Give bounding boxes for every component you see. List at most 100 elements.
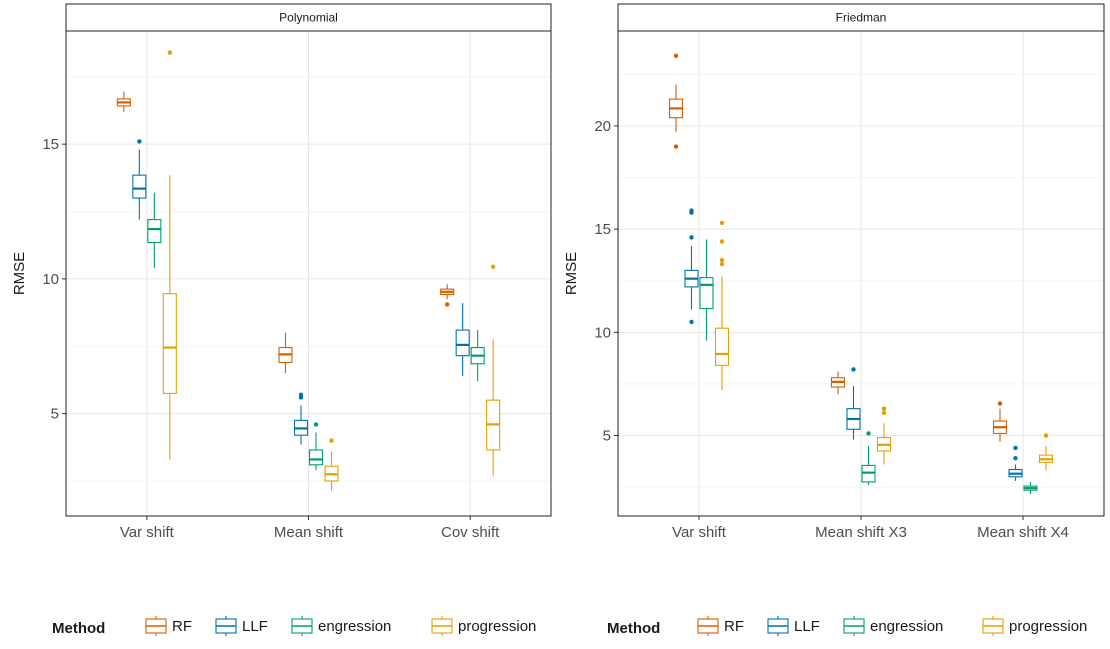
legend-label: RF	[724, 618, 744, 635]
legend: Method RF LLF engression progression	[607, 616, 1087, 637]
legend-label: RF	[172, 618, 192, 635]
panel-border	[617, 30, 1105, 517]
facet-strip	[65, 3, 552, 32]
y-tick-label: 15	[42, 136, 59, 153]
box	[147, 219, 162, 244]
axes: 5 10 15 Var shift Mean shift Cov shift	[42, 136, 500, 541]
outlier-point	[851, 367, 856, 372]
boxplot-llf	[846, 367, 861, 440]
outlier-point	[167, 50, 173, 55]
facet-title: Friedman	[836, 11, 887, 25]
box	[162, 293, 177, 394]
outlier-point	[689, 208, 694, 213]
outlier-point	[866, 431, 871, 436]
outlier-point	[719, 262, 725, 267]
outlier-point	[1043, 433, 1049, 438]
boxplot-progression	[486, 264, 501, 476]
boxplot-engression	[1023, 481, 1038, 495]
boxplot-engression	[699, 239, 714, 341]
outlier-point	[673, 53, 679, 58]
legend-title: Method	[52, 620, 105, 637]
x-tick-label: Mean shift	[274, 524, 344, 541]
outlier-point	[689, 235, 694, 240]
legend-key-llf	[215, 616, 237, 636]
legend-label: LLF	[794, 618, 820, 635]
y-tick-label: 20	[594, 118, 611, 135]
box	[132, 174, 147, 199]
x-tick-label: Mean shift X4	[977, 524, 1069, 541]
outlier-point	[298, 392, 304, 397]
boxplot-rf	[830, 371, 846, 395]
facet-title: Polynomial	[279, 11, 338, 25]
boxplot-rf	[116, 91, 131, 112]
outlier-point	[719, 220, 725, 226]
legend-label: engression	[318, 618, 391, 635]
boxplots	[668, 53, 1054, 495]
outlier-point	[444, 302, 450, 307]
outlier-point	[673, 144, 679, 149]
boxplot-llf	[684, 208, 699, 325]
legend-key-progression	[982, 616, 1004, 636]
boxplots	[116, 50, 501, 491]
y-tick-label: 10	[594, 324, 611, 341]
boxplot-engression	[147, 192, 162, 269]
x-tick-label: Var shift	[120, 524, 175, 541]
outlier-point	[997, 401, 1003, 406]
y-tick-label: 5	[603, 428, 611, 445]
outlier-point	[719, 239, 725, 244]
y-tick-label: 15	[594, 221, 611, 238]
gridlines	[618, 31, 1104, 516]
legend-label: LLF	[242, 618, 268, 635]
box	[699, 277, 714, 310]
outlier-point	[329, 438, 334, 443]
outlier-point	[137, 139, 142, 144]
outlier-point	[1013, 445, 1018, 451]
outlier-point	[881, 410, 887, 416]
y-axis-label: RMSE	[563, 252, 580, 295]
legend-key-rf	[697, 616, 719, 636]
boxplot-progression	[876, 406, 892, 465]
boxplot-rf	[278, 332, 293, 374]
legend-label: progression	[1009, 618, 1087, 635]
legend-label: progression	[458, 618, 536, 635]
legend-title: Method	[607, 620, 660, 637]
box	[455, 329, 470, 357]
boxplot-rf	[668, 53, 684, 149]
legend-key-progression	[431, 616, 453, 636]
boxplot-engression	[308, 422, 324, 471]
boxplot-progression	[162, 50, 177, 460]
outlier-point	[1013, 456, 1018, 461]
x-tick-label: Cov shift	[441, 524, 500, 541]
outlier-point	[689, 319, 694, 325]
panel-border	[65, 30, 552, 517]
panel-friedman: Friedman RMSE 5 10 15 20 Var shift Mean shift…	[563, 3, 1105, 541]
outlier-point	[719, 257, 725, 263]
axes: 5 10 15 20 Var shift Mean shift X3 Mean shift …	[594, 118, 1069, 541]
y-tick-label: 10	[42, 271, 59, 288]
y-tick-label: 5	[51, 406, 59, 423]
boxplot-progression	[1038, 433, 1054, 471]
boxplot-llf	[293, 392, 309, 445]
boxplot-rf	[992, 401, 1008, 442]
legend-label: engression	[870, 618, 943, 635]
boxplot-progression	[324, 438, 339, 491]
gridlines	[66, 31, 551, 516]
boxplot-llf	[132, 139, 147, 220]
legend-key-llf	[767, 616, 789, 636]
legend-key-rf	[145, 616, 167, 636]
legend-key-engression	[291, 616, 313, 636]
outlier-point	[313, 422, 319, 427]
panel-polynomial: Polynomial RMSE 5 10 15 Var shift Mean shift…	[11, 3, 552, 541]
legend: Method RF LLF engression progression	[52, 616, 536, 637]
boxplot-rf	[440, 284, 455, 307]
legend-key-engression	[843, 616, 865, 636]
box	[308, 449, 324, 466]
outlier-point	[490, 264, 496, 269]
boxplot-llf	[1008, 445, 1023, 481]
boxplot-progression	[714, 220, 730, 391]
boxplot-engression	[861, 431, 876, 486]
y-axis-label: RMSE	[11, 252, 28, 295]
box	[714, 327, 730, 366]
